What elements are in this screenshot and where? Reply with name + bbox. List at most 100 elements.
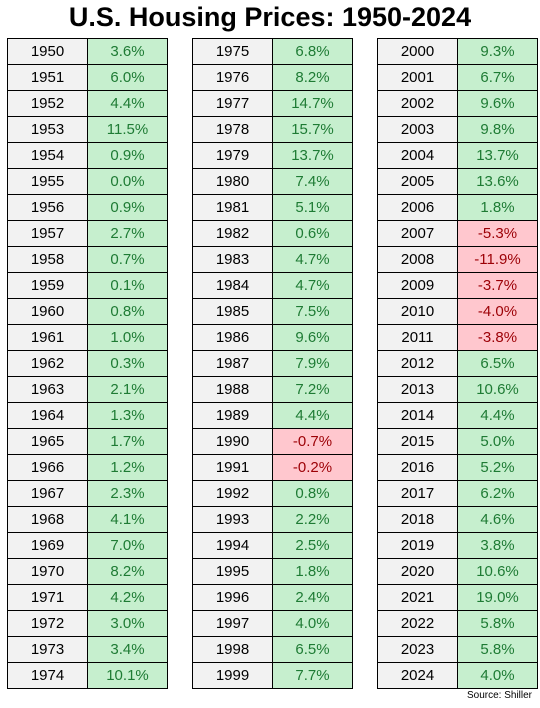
year-cell: 1965 (7, 428, 88, 455)
change-cell: 7.2% (272, 376, 353, 403)
table-row: 1954 0.9% (7, 142, 168, 169)
year-cell: 1961 (7, 324, 88, 351)
change-cell: 0.0% (87, 168, 168, 195)
year-cell: 1969 (7, 532, 88, 559)
change-cell: -3.8% (457, 324, 538, 351)
table-row: 1964 1.3% (7, 402, 168, 429)
change-cell: 7.9% (272, 350, 353, 377)
change-cell: 11.5% (87, 116, 168, 143)
year-cell: 2021 (377, 584, 458, 611)
year-cell: 1960 (7, 298, 88, 325)
year-cell: 1958 (7, 246, 88, 273)
year-cell: 1987 (192, 350, 273, 377)
year-cell: 1956 (7, 194, 88, 221)
change-cell: 1.3% (87, 402, 168, 429)
change-cell: 1.7% (87, 428, 168, 455)
change-cell: 8.2% (87, 558, 168, 585)
change-cell: 7.0% (87, 532, 168, 559)
table-row: 2002 9.6% (377, 90, 538, 117)
table-row: 1962 0.3% (7, 350, 168, 377)
table-row: 1967 2.3% (7, 480, 168, 507)
year-cell: 2013 (377, 376, 458, 403)
table-row: 1956 0.9% (7, 194, 168, 221)
year-cell: 2024 (377, 662, 458, 689)
change-cell: 4.2% (87, 584, 168, 611)
change-cell: 1.8% (272, 558, 353, 585)
year-cell: 2001 (377, 64, 458, 91)
change-cell: 3.0% (87, 610, 168, 637)
change-cell: 0.3% (87, 350, 168, 377)
change-cell: 6.8% (272, 38, 353, 65)
table-row: 2015 5.0% (377, 428, 538, 455)
change-cell: 0.7% (87, 246, 168, 273)
year-cell: 2015 (377, 428, 458, 455)
change-cell: 1.8% (457, 194, 538, 221)
year-cell: 1971 (7, 584, 88, 611)
table-row: 2004 13.7% (377, 142, 538, 169)
year-cell: 1985 (192, 298, 273, 325)
table-row: 2021 19.0% (377, 584, 538, 611)
table-row: 1971 4.2% (7, 584, 168, 611)
change-cell: 7.7% (272, 662, 353, 689)
table-1970s-1990s: 1975 6.8% 1976 8.2% 1977 14.7% 1978 15.7% 1979 13… (192, 38, 353, 689)
table-row: 2017 6.2% (377, 480, 538, 507)
table-row: 1991 -0.2% (192, 454, 353, 481)
table-row: 1996 2.4% (192, 584, 353, 611)
table-row: 1951 6.0% (7, 64, 168, 91)
change-cell: -11.9% (457, 246, 538, 273)
year-cell: 1968 (7, 506, 88, 533)
change-cell: 6.5% (457, 350, 538, 377)
change-cell: 5.2% (457, 454, 538, 481)
table-row: 1958 0.7% (7, 246, 168, 273)
table-row: 1963 2.1% (7, 376, 168, 403)
year-cell: 1978 (192, 116, 273, 143)
table-row: 1982 0.6% (192, 220, 353, 247)
change-cell: 4.0% (272, 610, 353, 637)
table-row: 2012 6.5% (377, 350, 538, 377)
year-cell: 1980 (192, 168, 273, 195)
year-cell: 1997 (192, 610, 273, 637)
change-cell: 0.8% (87, 298, 168, 325)
change-cell: 13.7% (272, 142, 353, 169)
table-row: 2022 5.8% (377, 610, 538, 637)
year-cell: 1993 (192, 506, 273, 533)
table-row: 1994 2.5% (192, 532, 353, 559)
chart-title: U.S. Housing Prices: 1950-2024 (68, 2, 472, 32)
year-cell: 2019 (377, 532, 458, 559)
table-row: 2013 10.6% (377, 376, 538, 403)
year-cell: 1979 (192, 142, 273, 169)
change-cell: 10.1% (87, 662, 168, 689)
change-cell: 5.0% (457, 428, 538, 455)
table-row: 1953 11.5% (7, 116, 168, 143)
year-cell: 1973 (7, 636, 88, 663)
table-row: 1955 0.0% (7, 168, 168, 195)
year-cell: 2003 (377, 116, 458, 143)
change-cell: 10.6% (457, 558, 538, 585)
table-row: 2014 4.4% (377, 402, 538, 429)
table-2000s-2020s: 2000 9.3% 2001 6.7% 2002 9.6% 2003 9.8% 2004 13.7… (377, 38, 538, 689)
year-cell: 2010 (377, 298, 458, 325)
change-cell: 5.8% (457, 636, 538, 663)
table-row: 2006 1.8% (377, 194, 538, 221)
table-row: 1966 1.2% (7, 454, 168, 481)
year-cell: 1981 (192, 194, 273, 221)
year-cell: 1970 (7, 558, 88, 585)
year-cell: 1974 (7, 662, 88, 689)
year-cell: 1983 (192, 246, 273, 273)
year-cell: 1992 (192, 480, 273, 507)
year-cell: 1957 (7, 220, 88, 247)
table-row: 1990 -0.7% (192, 428, 353, 455)
table-row: 1959 0.1% (7, 272, 168, 299)
table-row: 2018 4.6% (377, 506, 538, 533)
table-row: 1986 9.6% (192, 324, 353, 351)
table-row: 1976 8.2% (192, 64, 353, 91)
table-row: 1979 13.7% (192, 142, 353, 169)
change-cell: 10.6% (457, 376, 538, 403)
table-row: 2007 -5.3% (377, 220, 538, 247)
change-cell: 7.4% (272, 168, 353, 195)
table-row: 1957 2.7% (7, 220, 168, 247)
change-cell: 3.8% (457, 532, 538, 559)
table-row: 1969 7.0% (7, 532, 168, 559)
year-cell: 1990 (192, 428, 273, 455)
change-cell: 0.9% (87, 194, 168, 221)
